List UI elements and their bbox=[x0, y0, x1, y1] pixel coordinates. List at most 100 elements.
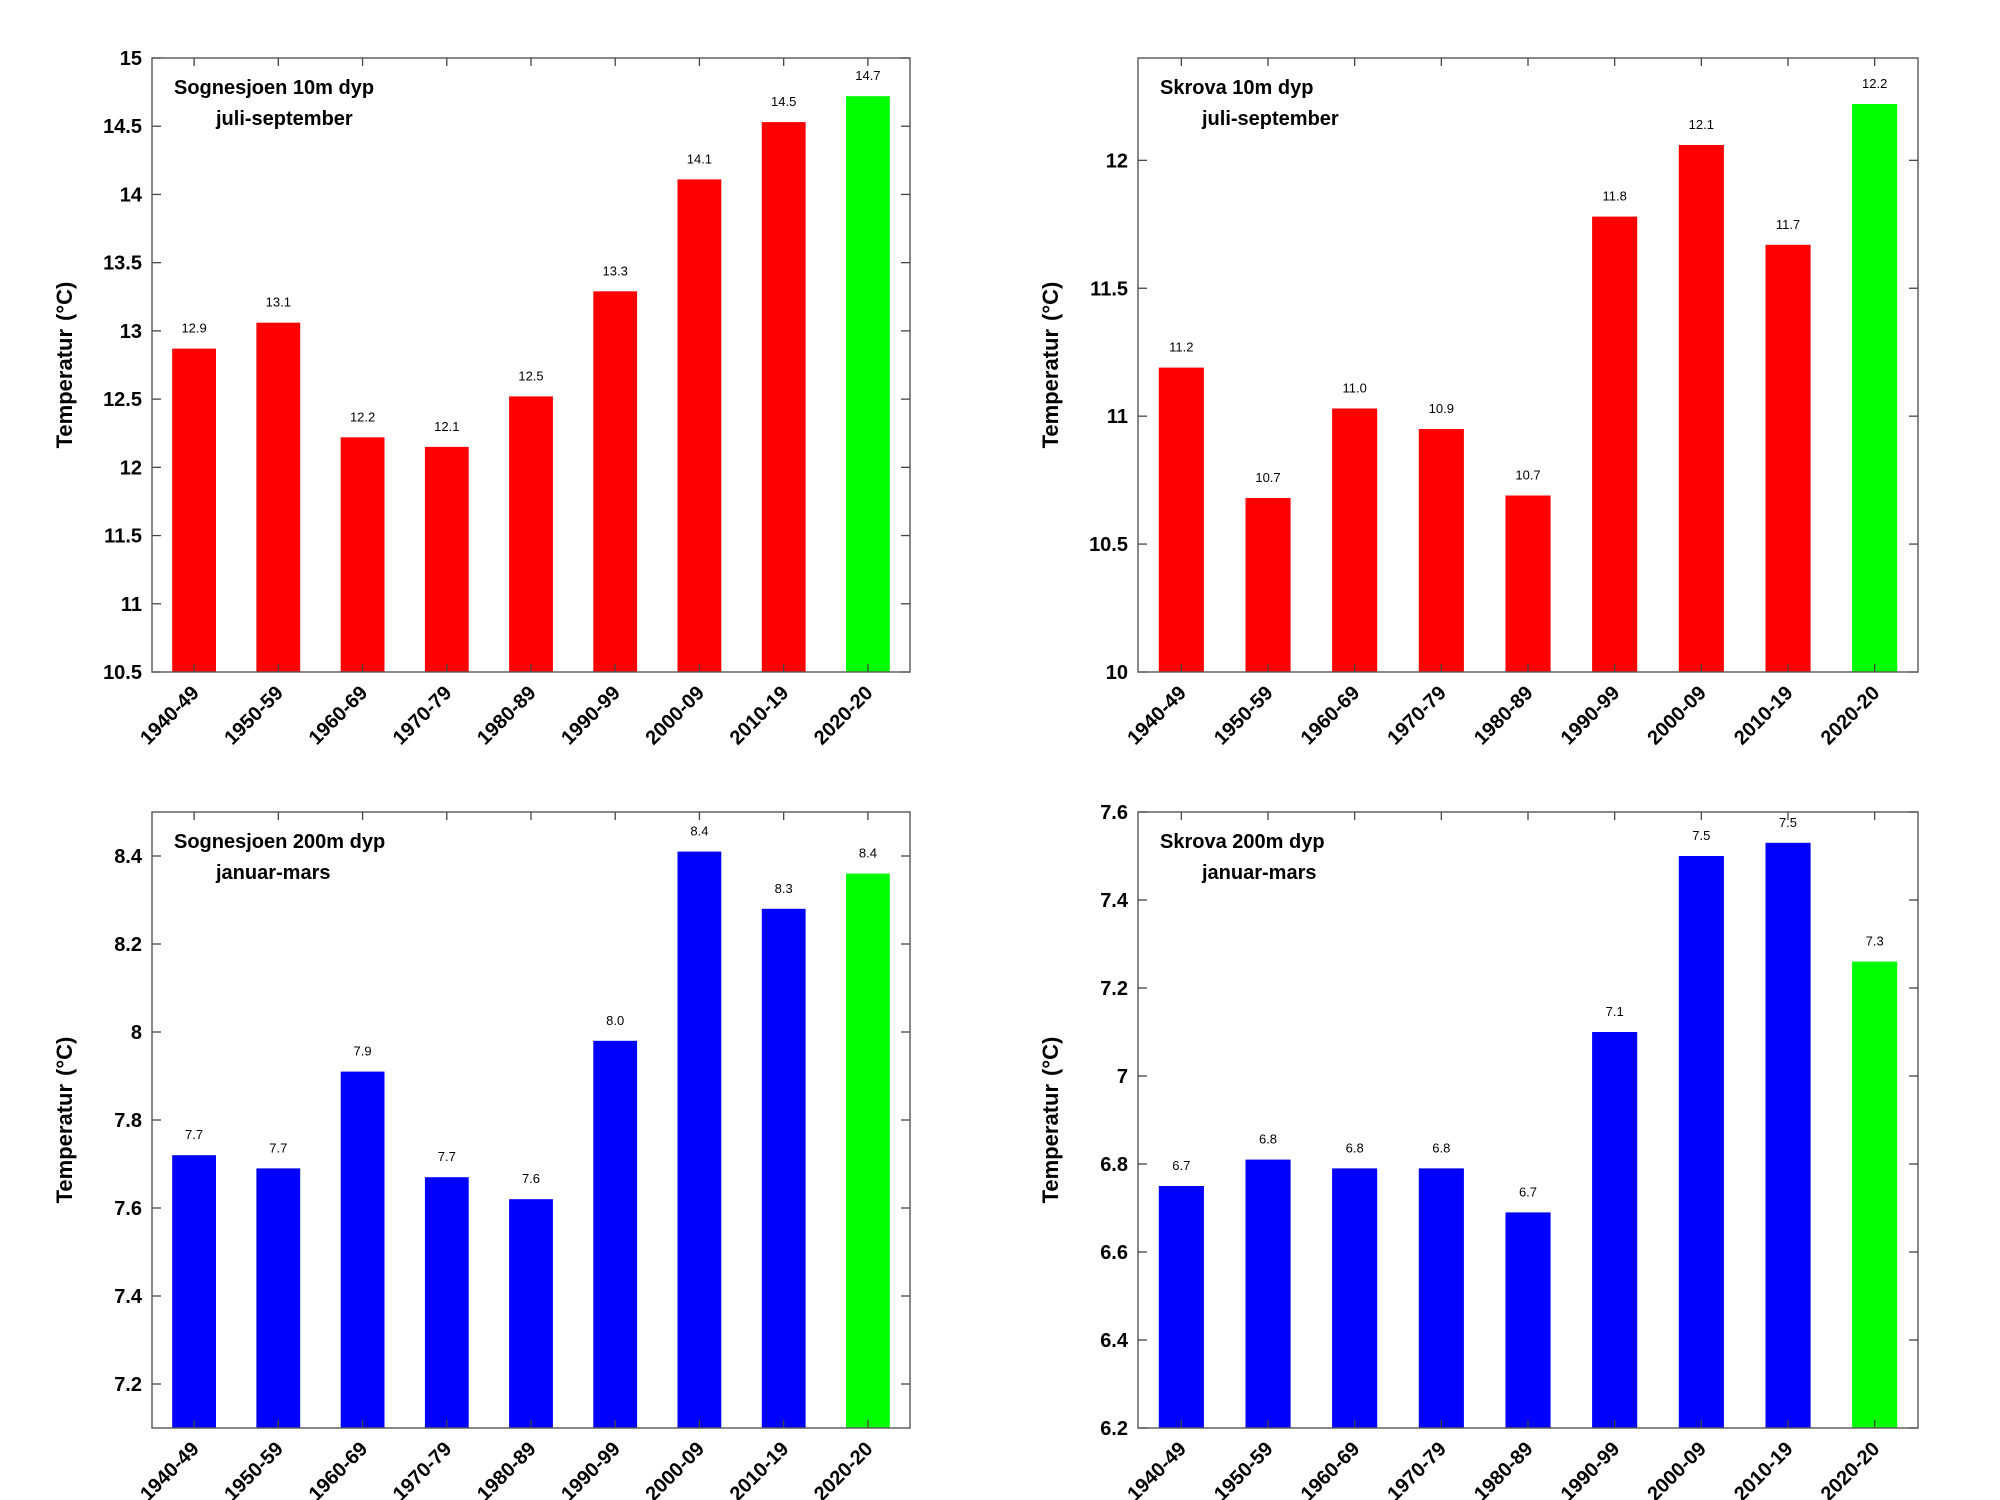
y-axis-label-text: Temperatur bbox=[1038, 329, 1063, 449]
bar bbox=[1592, 1032, 1638, 1428]
data-label: 13.3 bbox=[603, 263, 628, 278]
chart-2: 11.2 1940-49 10.7 1950-59 11.0 1960-69 10.9 197… bbox=[1038, 57, 1919, 749]
x-tick-label: 2000-09 bbox=[1643, 682, 1710, 749]
plot-frame bbox=[151, 57, 911, 673]
data-label: 7.7 bbox=[269, 1140, 287, 1155]
y-tick-label: 8.2 bbox=[114, 934, 142, 956]
y-tick-label: 7.6 bbox=[1100, 802, 1128, 824]
x-tick-label: 1990-99 bbox=[1557, 682, 1624, 749]
bar bbox=[1158, 367, 1204, 672]
plot-frame bbox=[151, 811, 911, 1429]
x-tick-label: 1940-49 bbox=[1123, 682, 1190, 749]
x-tick-label: 2020-20 bbox=[810, 682, 877, 749]
y-tick-label: 7.4 bbox=[1100, 890, 1129, 912]
bar bbox=[340, 1071, 385, 1428]
bar bbox=[846, 96, 890, 672]
chart-subtitle: januar-mars bbox=[215, 862, 331, 884]
x-tick-label: 1950-59 bbox=[220, 682, 287, 749]
x-tick-label: 1970-79 bbox=[1383, 682, 1450, 749]
data-label: 6.8 bbox=[1432, 1140, 1450, 1155]
data-label: 8.0 bbox=[606, 1013, 624, 1028]
y-tick-label: 6.2 bbox=[1100, 1418, 1128, 1440]
y-axis-unit: (°C) bbox=[52, 1037, 77, 1076]
data-label: 7.5 bbox=[1692, 828, 1710, 843]
bar bbox=[677, 851, 722, 1428]
y-tick-label: 11.5 bbox=[104, 526, 142, 548]
data-label: 6.8 bbox=[1346, 1140, 1364, 1155]
data-label: 11.0 bbox=[1343, 381, 1367, 396]
chart-title: Skrova 10m dyp bbox=[1160, 77, 1313, 99]
x-tick-label: 1950-59 bbox=[1210, 682, 1277, 749]
bar bbox=[1505, 495, 1551, 672]
chart-title: Skrova 200m dyp bbox=[1160, 831, 1325, 853]
y-axis-label-text: Temperatur bbox=[52, 1084, 77, 1204]
x-tick-label: 1950-59 bbox=[1210, 1438, 1277, 1500]
x-tick-label: 1940-49 bbox=[1123, 1438, 1190, 1500]
bar bbox=[172, 348, 216, 672]
y-tick-label: 7 bbox=[1117, 1066, 1128, 1088]
y-tick-label: 8 bbox=[131, 1022, 142, 1044]
x-tick-label: 1940-49 bbox=[136, 682, 203, 749]
data-label: 12.5 bbox=[518, 368, 543, 383]
data-label: 10.9 bbox=[1429, 401, 1454, 416]
bar bbox=[1332, 1168, 1378, 1428]
bar bbox=[340, 437, 385, 672]
data-label: 7.6 bbox=[522, 1171, 540, 1186]
bar bbox=[846, 873, 890, 1428]
bar bbox=[593, 291, 638, 672]
y-tick-label: 11 bbox=[121, 594, 142, 616]
bar bbox=[1245, 498, 1291, 672]
x-tick-label: 1980-89 bbox=[1470, 1438, 1537, 1500]
y-tick-label: 13.5 bbox=[103, 253, 142, 275]
chart-subtitle: juli-september bbox=[1201, 108, 1339, 130]
y-tick-label: 14 bbox=[120, 184, 143, 206]
x-tick-label: 2020-20 bbox=[810, 1438, 877, 1500]
data-label: 10.7 bbox=[1515, 468, 1540, 483]
bar bbox=[677, 179, 722, 672]
y-tick-label: 13 bbox=[120, 321, 142, 343]
data-label: 14.5 bbox=[771, 94, 796, 109]
x-tick-label: 2020-20 bbox=[1817, 682, 1884, 749]
y-tick-label: 10 bbox=[1106, 662, 1128, 684]
data-label: 12.1 bbox=[1689, 117, 1714, 132]
bar bbox=[761, 122, 806, 673]
data-label: 7.7 bbox=[185, 1127, 203, 1142]
data-label: 13.1 bbox=[266, 295, 291, 310]
x-tick-label: 2010-19 bbox=[1730, 1438, 1797, 1500]
data-label: 10.7 bbox=[1255, 470, 1280, 485]
bar bbox=[1765, 842, 1811, 1428]
x-tick-label: 2000-09 bbox=[641, 682, 708, 749]
plot-frame bbox=[1137, 811, 1919, 1429]
data-label: 6.7 bbox=[1519, 1184, 1537, 1199]
data-label: 8.3 bbox=[775, 881, 793, 896]
y-tick-label: 11 bbox=[1107, 406, 1128, 428]
data-label: 14.7 bbox=[855, 68, 880, 83]
bar bbox=[1592, 216, 1638, 672]
y-tick-label: 14.5 bbox=[103, 116, 142, 138]
x-tick-label: 1970-79 bbox=[1383, 1438, 1450, 1500]
x-tick-label: 1970-79 bbox=[389, 682, 456, 749]
data-label: 7.7 bbox=[438, 1149, 456, 1164]
bar bbox=[1418, 429, 1464, 672]
y-tick-label: 6.8 bbox=[1100, 1154, 1128, 1176]
y-tick-label: 7.8 bbox=[114, 1110, 142, 1132]
x-tick-label: 1950-59 bbox=[220, 1438, 287, 1500]
y-axis-label: Temperatur (°C) bbox=[1038, 1037, 1063, 1204]
y-axis-label: Temperatur (°C) bbox=[52, 1037, 77, 1204]
bar bbox=[172, 1155, 216, 1428]
x-tick-label: 1980-89 bbox=[1470, 682, 1537, 749]
bar bbox=[1765, 244, 1811, 673]
data-label: 11.8 bbox=[1603, 189, 1627, 204]
chart-subtitle: januar-mars bbox=[1201, 862, 1317, 884]
data-label: 14.1 bbox=[687, 151, 712, 166]
y-axis-unit: (°C) bbox=[1038, 1037, 1063, 1076]
data-label: 11.2 bbox=[1169, 340, 1193, 355]
chart-title: Sognesjoen 200m dyp bbox=[174, 831, 385, 853]
y-axis-label: Temperatur (°C) bbox=[52, 282, 77, 449]
y-tick-label: 6.6 bbox=[1100, 1242, 1128, 1264]
y-tick-label: 12 bbox=[120, 457, 142, 479]
x-tick-label: 2020-20 bbox=[1817, 1438, 1884, 1500]
data-label: 7.9 bbox=[354, 1044, 372, 1059]
x-tick-label: 2010-19 bbox=[726, 682, 793, 749]
